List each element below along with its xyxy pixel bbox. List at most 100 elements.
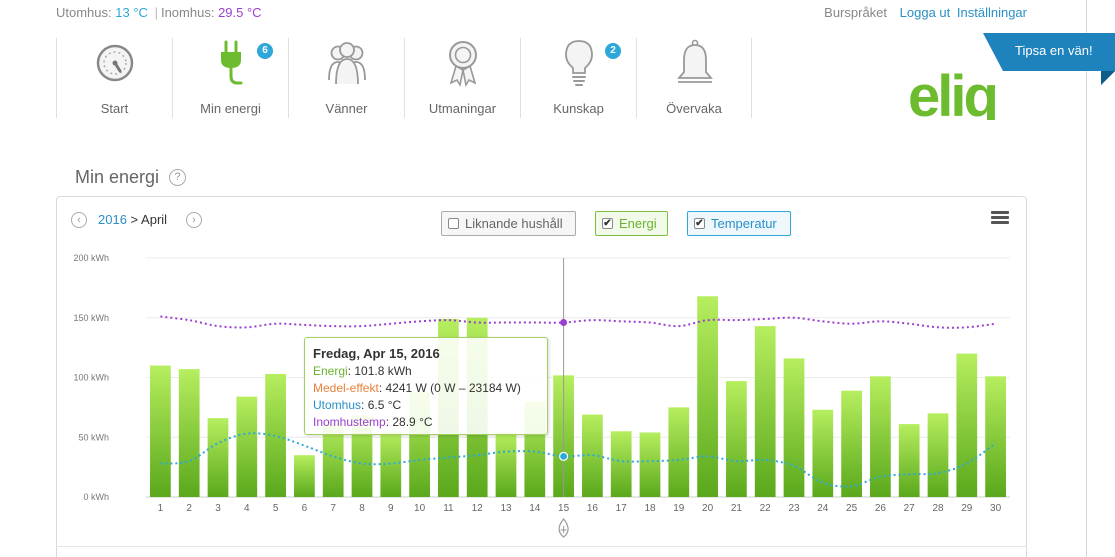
eliq-logo[interactable]: eliq [908, 70, 1026, 120]
toggle-similar-label: Liknande hushåll [465, 216, 563, 231]
tooltip-indoor-value: 28.9 °C [392, 415, 433, 429]
x-tick-label: 14 [529, 503, 541, 514]
energy-bar [639, 432, 661, 497]
tooltip-energy-row: Energi: 101.8 kWh [313, 364, 412, 378]
lightbulb-icon [565, 40, 593, 86]
x-tick-label: 21 [731, 503, 743, 514]
nav-item-start[interactable]: Start [56, 38, 172, 118]
tooltip-indoor-row: Inomhustemp: 28.9 °C [313, 415, 433, 429]
toggle-temperature-label: Temperatur [711, 216, 777, 231]
x-tick-label: 9 [388, 503, 394, 514]
x-tick-label: 8 [359, 503, 365, 514]
y-tick-label: 100 kWh [73, 373, 109, 383]
energy-bar [812, 409, 834, 497]
toggle-energy[interactable]: ✔ Energi [595, 211, 668, 236]
main-navigation: Start 6 Min energi Vänner [56, 38, 752, 118]
indoor-label: Inomhus: [160, 5, 215, 20]
energy-bar [985, 376, 1006, 497]
x-tick-label: 17 [616, 503, 628, 514]
outdoor-value: 13 °C [115, 5, 148, 20]
checkbox-energy[interactable]: ✔ [602, 218, 613, 229]
x-tick-label: 5 [273, 503, 279, 514]
tooltip-power-row: Medel-effekt: 4241 W (0 W – 23184 W) [313, 381, 521, 395]
energy-bar [265, 373, 286, 497]
energy-bar [582, 414, 603, 497]
nav-label-start: Start [100, 101, 129, 116]
nav-item-min-energi[interactable]: 6 Min energi [172, 38, 288, 118]
tipsa-banner[interactable]: Tipsa en vän! [983, 33, 1115, 85]
energy-bar [610, 431, 632, 497]
tooltip-indoor-label: Inomhustemp [313, 415, 386, 429]
chart-tooltip: Fredag, Apr 15, 2016 Energi: 101.8 kWh M… [304, 337, 548, 435]
toggle-similar-households[interactable]: Liknande hushåll [441, 211, 576, 236]
nav-label-overvaka: Övervaka [666, 101, 722, 116]
help-icon[interactable]: ? [169, 169, 186, 186]
gauge-icon [96, 44, 134, 82]
x-tick-label: 6 [302, 503, 308, 514]
energy-bar [178, 369, 200, 497]
ribbon-shape [983, 33, 1115, 85]
energy-bar [956, 353, 978, 497]
x-tick-label: 27 [904, 503, 916, 514]
prev-period-button[interactable]: ‹ [71, 212, 87, 228]
nav-label-vanner: Vänner [325, 101, 368, 116]
nav-item-kunskap[interactable]: 2 Kunskap [520, 38, 636, 118]
x-tick-label: 12 [472, 503, 484, 514]
x-tick-label: 16 [587, 503, 599, 514]
y-tick-label: 150 kWh [73, 313, 109, 323]
nav-item-overvaka[interactable]: Övervaka [636, 38, 752, 118]
card-divider [56, 546, 1027, 547]
language-link[interactable]: Burspråket [824, 5, 888, 20]
friends-icon [328, 42, 366, 85]
x-tick-label: 22 [760, 503, 772, 514]
x-tick-label: 15 [558, 503, 570, 514]
toggle-temperature[interactable]: ✔ Temperatur [687, 211, 791, 236]
energy-bar [841, 390, 862, 497]
menu-line [991, 216, 1009, 219]
energy-bar [668, 407, 690, 497]
energy-bar [726, 381, 747, 497]
energy-bar [380, 431, 402, 497]
nav-item-utmaningar[interactable]: Utmaningar [404, 38, 520, 118]
period-separator: > [130, 212, 139, 227]
x-tick-label: 24 [817, 503, 829, 514]
x-tick-label: 30 [990, 503, 1002, 514]
energy-bar [754, 326, 776, 497]
menu-line [991, 221, 1009, 224]
logo-text: eliq [908, 70, 996, 120]
nav-badge-min-energi: 6 [257, 43, 273, 59]
menu-icon[interactable] [991, 211, 1009, 225]
x-tick-label: 10 [414, 503, 426, 514]
next-period-button[interactable]: › [186, 212, 202, 228]
bell-icon [677, 39, 713, 83]
energy-bar [236, 396, 258, 497]
period-year-link[interactable]: 2016 [98, 212, 127, 227]
tooltip-power-value: 4241 W (0 W – 23184 W) [385, 381, 521, 395]
energy-bar [351, 415, 373, 497]
nav-item-vanner[interactable]: Vänner [288, 38, 404, 118]
checkbox-temperature[interactable]: ✔ [694, 218, 705, 229]
tipsa-label: Tipsa en vän! [1015, 43, 1093, 58]
energy-bar [207, 418, 229, 497]
indoor-temp-line [160, 315, 996, 329]
content-border [1086, 0, 1087, 557]
tooltip-energy-value: 101.8 kWh [354, 364, 412, 378]
x-tick-label: 11 [443, 503, 454, 514]
nav-badge-kunskap: 2 [605, 43, 621, 59]
x-tick-label: 1 [158, 503, 164, 514]
settings-link[interactable]: Inställningar [956, 5, 1027, 20]
energy-bar [495, 432, 517, 497]
energy-bar [697, 296, 718, 497]
x-tick-label: 3 [215, 503, 221, 514]
nav-label-utmaningar: Utmaningar [428, 101, 497, 116]
x-tick-label: 19 [673, 503, 685, 514]
logout-link[interactable]: Logga ut [899, 5, 951, 20]
checkbox-similar[interactable] [448, 218, 459, 229]
section-title: Min energi [75, 167, 160, 187]
top-links: Burspråket Logga ut Inställningar [824, 5, 1027, 20]
energy-bar [294, 455, 315, 497]
nav-label-min-energi: Min energi [200, 101, 261, 116]
x-tick-label: 2 [186, 503, 192, 514]
